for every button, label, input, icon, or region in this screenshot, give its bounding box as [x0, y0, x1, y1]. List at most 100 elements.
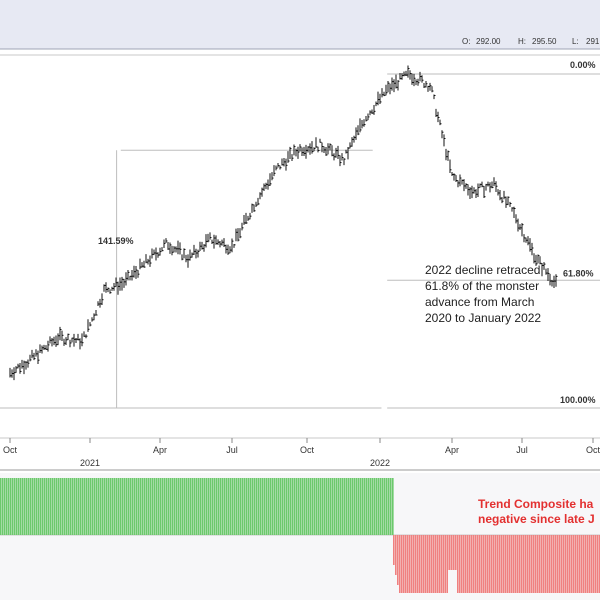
composite-bar — [485, 535, 487, 593]
composite-bar — [188, 478, 190, 535]
composite-bar — [268, 478, 270, 535]
composite-bar — [48, 478, 50, 535]
composite-bar — [252, 478, 254, 535]
composite-bar — [308, 478, 310, 535]
composite-bar — [142, 478, 144, 535]
composite-bar — [116, 478, 118, 535]
composite-bar — [230, 478, 232, 535]
retracement-note: 2022 decline retraced 61.8% of the monste… — [425, 263, 541, 325]
composite-bar — [130, 478, 132, 535]
composite-bar — [541, 535, 543, 593]
composite-bar — [525, 535, 527, 593]
composite-bar — [152, 478, 154, 535]
composite-bar — [513, 535, 515, 593]
composite-bar — [198, 478, 200, 535]
composite-bar — [467, 535, 469, 593]
composite-bar — [70, 478, 72, 535]
composite-bar — [517, 535, 519, 593]
composite-bar — [559, 535, 561, 593]
composite-bar — [228, 478, 230, 535]
composite-bar — [382, 478, 384, 535]
composite-bar — [483, 535, 485, 593]
composite-bar — [310, 478, 312, 535]
composite-bar — [80, 478, 82, 535]
composite-bar — [535, 535, 537, 593]
composite-bar — [102, 478, 104, 535]
year-label: 2022 — [370, 458, 390, 468]
composite-bar — [90, 478, 92, 535]
time-axis: Oct Apr Jul Oct Apr Jul Oct 2021 2022 — [3, 438, 600, 468]
composite-bar — [136, 478, 138, 535]
composite-bar — [399, 535, 401, 593]
composite-bar — [36, 478, 38, 535]
composite-bar — [445, 535, 447, 593]
composite-bar — [395, 535, 397, 575]
composite-bar — [523, 535, 525, 593]
composite-bar — [314, 478, 316, 535]
composite-bar — [393, 535, 395, 565]
composite-bar — [120, 478, 122, 535]
composite-bar — [92, 478, 94, 535]
composite-bar — [234, 478, 236, 535]
composite-bar — [286, 478, 288, 535]
composite-bar — [56, 478, 58, 535]
composite-bar — [22, 478, 24, 535]
composite-bar — [493, 535, 495, 593]
composite-bar — [515, 535, 517, 593]
composite-bar — [128, 478, 130, 535]
composite-bar — [216, 478, 218, 535]
composite-bar — [419, 535, 421, 593]
composite-bar — [366, 478, 368, 535]
composite-bar — [302, 478, 304, 535]
composite-bar — [52, 478, 54, 535]
composite-bar — [276, 478, 278, 535]
fib-label: 61.80% — [563, 268, 594, 278]
composite-bar — [348, 478, 350, 535]
composite-bar — [533, 535, 535, 593]
composite-bar — [511, 535, 513, 593]
ohlc-label: L: — [572, 37, 579, 46]
composite-bar — [170, 478, 172, 535]
composite-bar — [204, 478, 206, 535]
composite-bar — [577, 535, 579, 593]
composite-bar — [294, 478, 296, 535]
composite-bar — [180, 478, 182, 535]
composite-bar — [254, 478, 256, 535]
composite-bar — [210, 478, 212, 535]
composite-bar — [392, 478, 394, 535]
composite-bar — [132, 478, 134, 535]
composite-bar — [479, 535, 481, 593]
composite-bar — [499, 535, 501, 593]
composite-bar — [320, 478, 322, 535]
composite-bar — [140, 478, 142, 535]
composite-bar — [487, 535, 489, 593]
composite-bar — [364, 478, 366, 535]
composite-bar — [50, 478, 52, 535]
composite-bar — [166, 478, 168, 535]
composite-bar — [352, 478, 354, 535]
composite-bar — [12, 478, 14, 535]
composite-bar — [491, 535, 493, 593]
composite-bar — [322, 478, 324, 535]
composite-bar — [579, 535, 581, 593]
composite-bar — [74, 478, 76, 535]
composite-bar — [200, 478, 202, 535]
composite-bar — [403, 535, 405, 593]
composite-bar — [232, 478, 234, 535]
composite-bar — [447, 535, 449, 593]
composite-bar — [505, 535, 507, 593]
composite-bar — [172, 478, 174, 535]
composite-bar — [98, 478, 100, 535]
composite-bar — [597, 535, 599, 593]
fib-level-labels: 0.00% 61.80% 100.00% — [560, 60, 596, 405]
composite-bar — [282, 478, 284, 535]
composite-bar — [471, 535, 473, 593]
composite-bar — [441, 535, 443, 593]
composite-bar — [124, 478, 126, 535]
composite-bar — [146, 478, 148, 535]
composite-bar — [138, 478, 140, 535]
composite-bar — [154, 478, 156, 535]
composite-bar — [280, 478, 282, 535]
composite-bar — [407, 535, 409, 593]
composite-bar — [551, 535, 553, 593]
